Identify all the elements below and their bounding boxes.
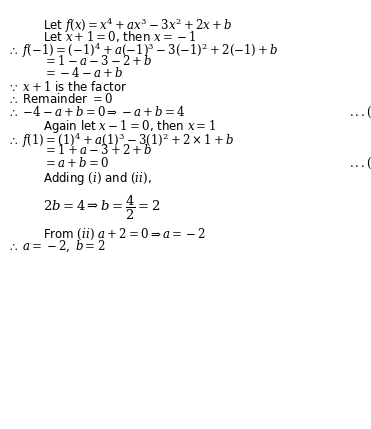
Text: $\therefore$ Remainder $= 0$: $\therefore$ Remainder $= 0$ — [7, 92, 114, 106]
Text: $\because$ $x + 1$ is the factor: $\because$ $x + 1$ is the factor — [7, 80, 128, 94]
Text: $...(i)$: $...(i)$ — [349, 105, 371, 120]
Text: Again let $x - 1 = 0$, then $x = 1$: Again let $x - 1 = 0$, then $x = 1$ — [43, 118, 216, 136]
Text: $= -4 - a + b$: $= -4 - a + b$ — [43, 66, 123, 80]
Text: $\therefore$ $-4 - a + b = 0 \Rightarrow -a + b = 4$: $\therefore$ $-4 - a + b = 0 \Rightarrow… — [7, 105, 186, 119]
Text: $= a + b = 0$: $= a + b = 0$ — [43, 156, 109, 170]
Text: $\therefore$ $f(1) = (1)^4 + a(1)^3 - 3(1)^2 + 2 \times 1 + b$: $\therefore$ $f(1) = (1)^4 + a(1)^3 - 3(… — [7, 131, 235, 150]
Text: $= 1 + a - 3 + 2 + b$: $= 1 + a - 3 + 2 + b$ — [43, 143, 152, 157]
Text: $\therefore$ $a = -2,\ b = 2$: $\therefore$ $a = -2,\ b = 2$ — [7, 239, 106, 254]
Text: Adding $(i)$ and $(ii)$,: Adding $(i)$ and $(ii)$, — [43, 170, 151, 187]
Text: Let $x + 1 = 0$, then $x = -1$: Let $x + 1 = 0$, then $x = -1$ — [43, 29, 196, 44]
Text: From $(ii)$ $a + 2 = 0 \Rightarrow a = -2$: From $(ii)$ $a + 2 = 0 \Rightarrow a = -… — [43, 227, 206, 242]
Text: $...(ii)$: $...(ii)$ — [349, 156, 371, 171]
Text: $\therefore$ $f(-1) = (-1)^4 + a(-1)^3 - 3(-1)^2 + 2(-1) + b$: $\therefore$ $f(-1) = (-1)^4 + a(-1)^3 -… — [7, 41, 279, 60]
Text: $2b = 4 \Rightarrow b = \dfrac{4}{2} = 2$: $2b = 4 \Rightarrow b = \dfrac{4}{2} = 2… — [43, 194, 160, 222]
Text: $= 1 - a - 3 - 2 + b$: $= 1 - a - 3 - 2 + b$ — [43, 54, 152, 68]
Text: Let $f(x) = x^4 + ax^3 - 3x^2 + 2x + b$: Let $f(x) = x^4 + ax^3 - 3x^2 + 2x + b$ — [43, 16, 232, 35]
